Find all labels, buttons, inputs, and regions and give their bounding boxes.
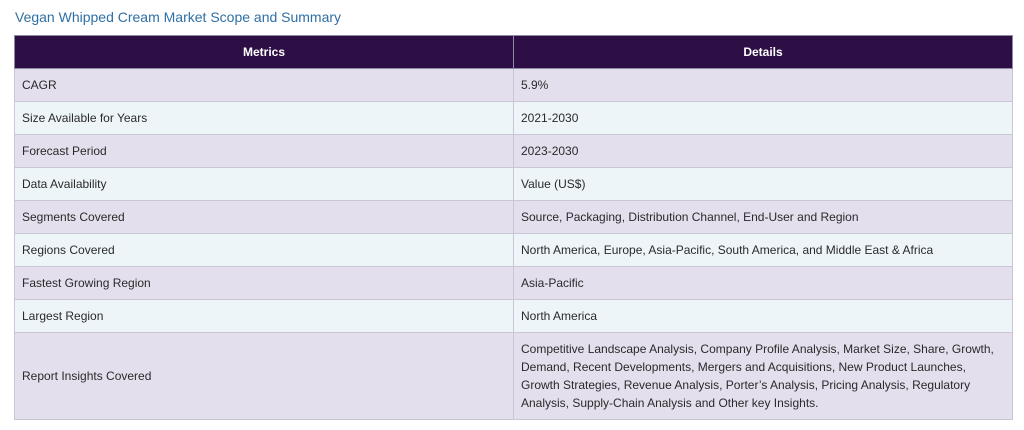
- column-header-metrics: Metrics: [14, 35, 514, 69]
- table-row: Segments Covered Source, Packaging, Dist…: [14, 200, 1013, 234]
- metric-cell: Report Insights Covered: [14, 332, 514, 420]
- page-title: Vegan Whipped Cream Market Scope and Sum…: [15, 9, 342, 25]
- table-row: Data Availability Value (US$): [14, 167, 1013, 201]
- details-cell: Value (US$): [513, 167, 1013, 201]
- metric-cell: Fastest Growing Region: [14, 266, 514, 300]
- market-scope-table: Metrics Details CAGR 5.9% Size Available…: [14, 35, 1013, 420]
- table-row: Forecast Period 2023-2030: [14, 134, 1013, 168]
- details-cell: Source, Packaging, Distribution Channel,…: [513, 200, 1013, 234]
- metric-cell: Forecast Period: [14, 134, 514, 168]
- metric-cell: Largest Region: [14, 299, 514, 333]
- table-row: CAGR 5.9%: [14, 68, 1013, 102]
- table-header-row: Metrics Details: [14, 35, 1013, 69]
- details-cell: North America: [513, 299, 1013, 333]
- table-row: Largest Region North America: [14, 299, 1013, 333]
- table-row: Fastest Growing Region Asia-Pacific: [14, 266, 1013, 300]
- column-header-details: Details: [513, 35, 1013, 69]
- metric-cell: CAGR: [14, 68, 514, 102]
- details-cell: 2021-2030: [513, 101, 1013, 135]
- metric-cell: Segments Covered: [14, 200, 514, 234]
- details-cell: 2023-2030: [513, 134, 1013, 168]
- table-row: Regions Covered North America, Europe, A…: [14, 233, 1013, 267]
- metric-cell: Regions Covered: [14, 233, 514, 267]
- table-row: Report Insights Covered Competitive Land…: [14, 332, 1013, 420]
- metric-cell: Size Available for Years: [14, 101, 514, 135]
- table-row: Size Available for Years 2021-2030: [14, 101, 1013, 135]
- metric-cell: Data Availability: [14, 167, 514, 201]
- details-cell: Competitive Landscape Analysis, Company …: [513, 332, 1013, 420]
- details-cell: 5.9%: [513, 68, 1013, 102]
- details-cell: Asia-Pacific: [513, 266, 1013, 300]
- details-cell: North America, Europe, Asia-Pacific, Sou…: [513, 233, 1013, 267]
